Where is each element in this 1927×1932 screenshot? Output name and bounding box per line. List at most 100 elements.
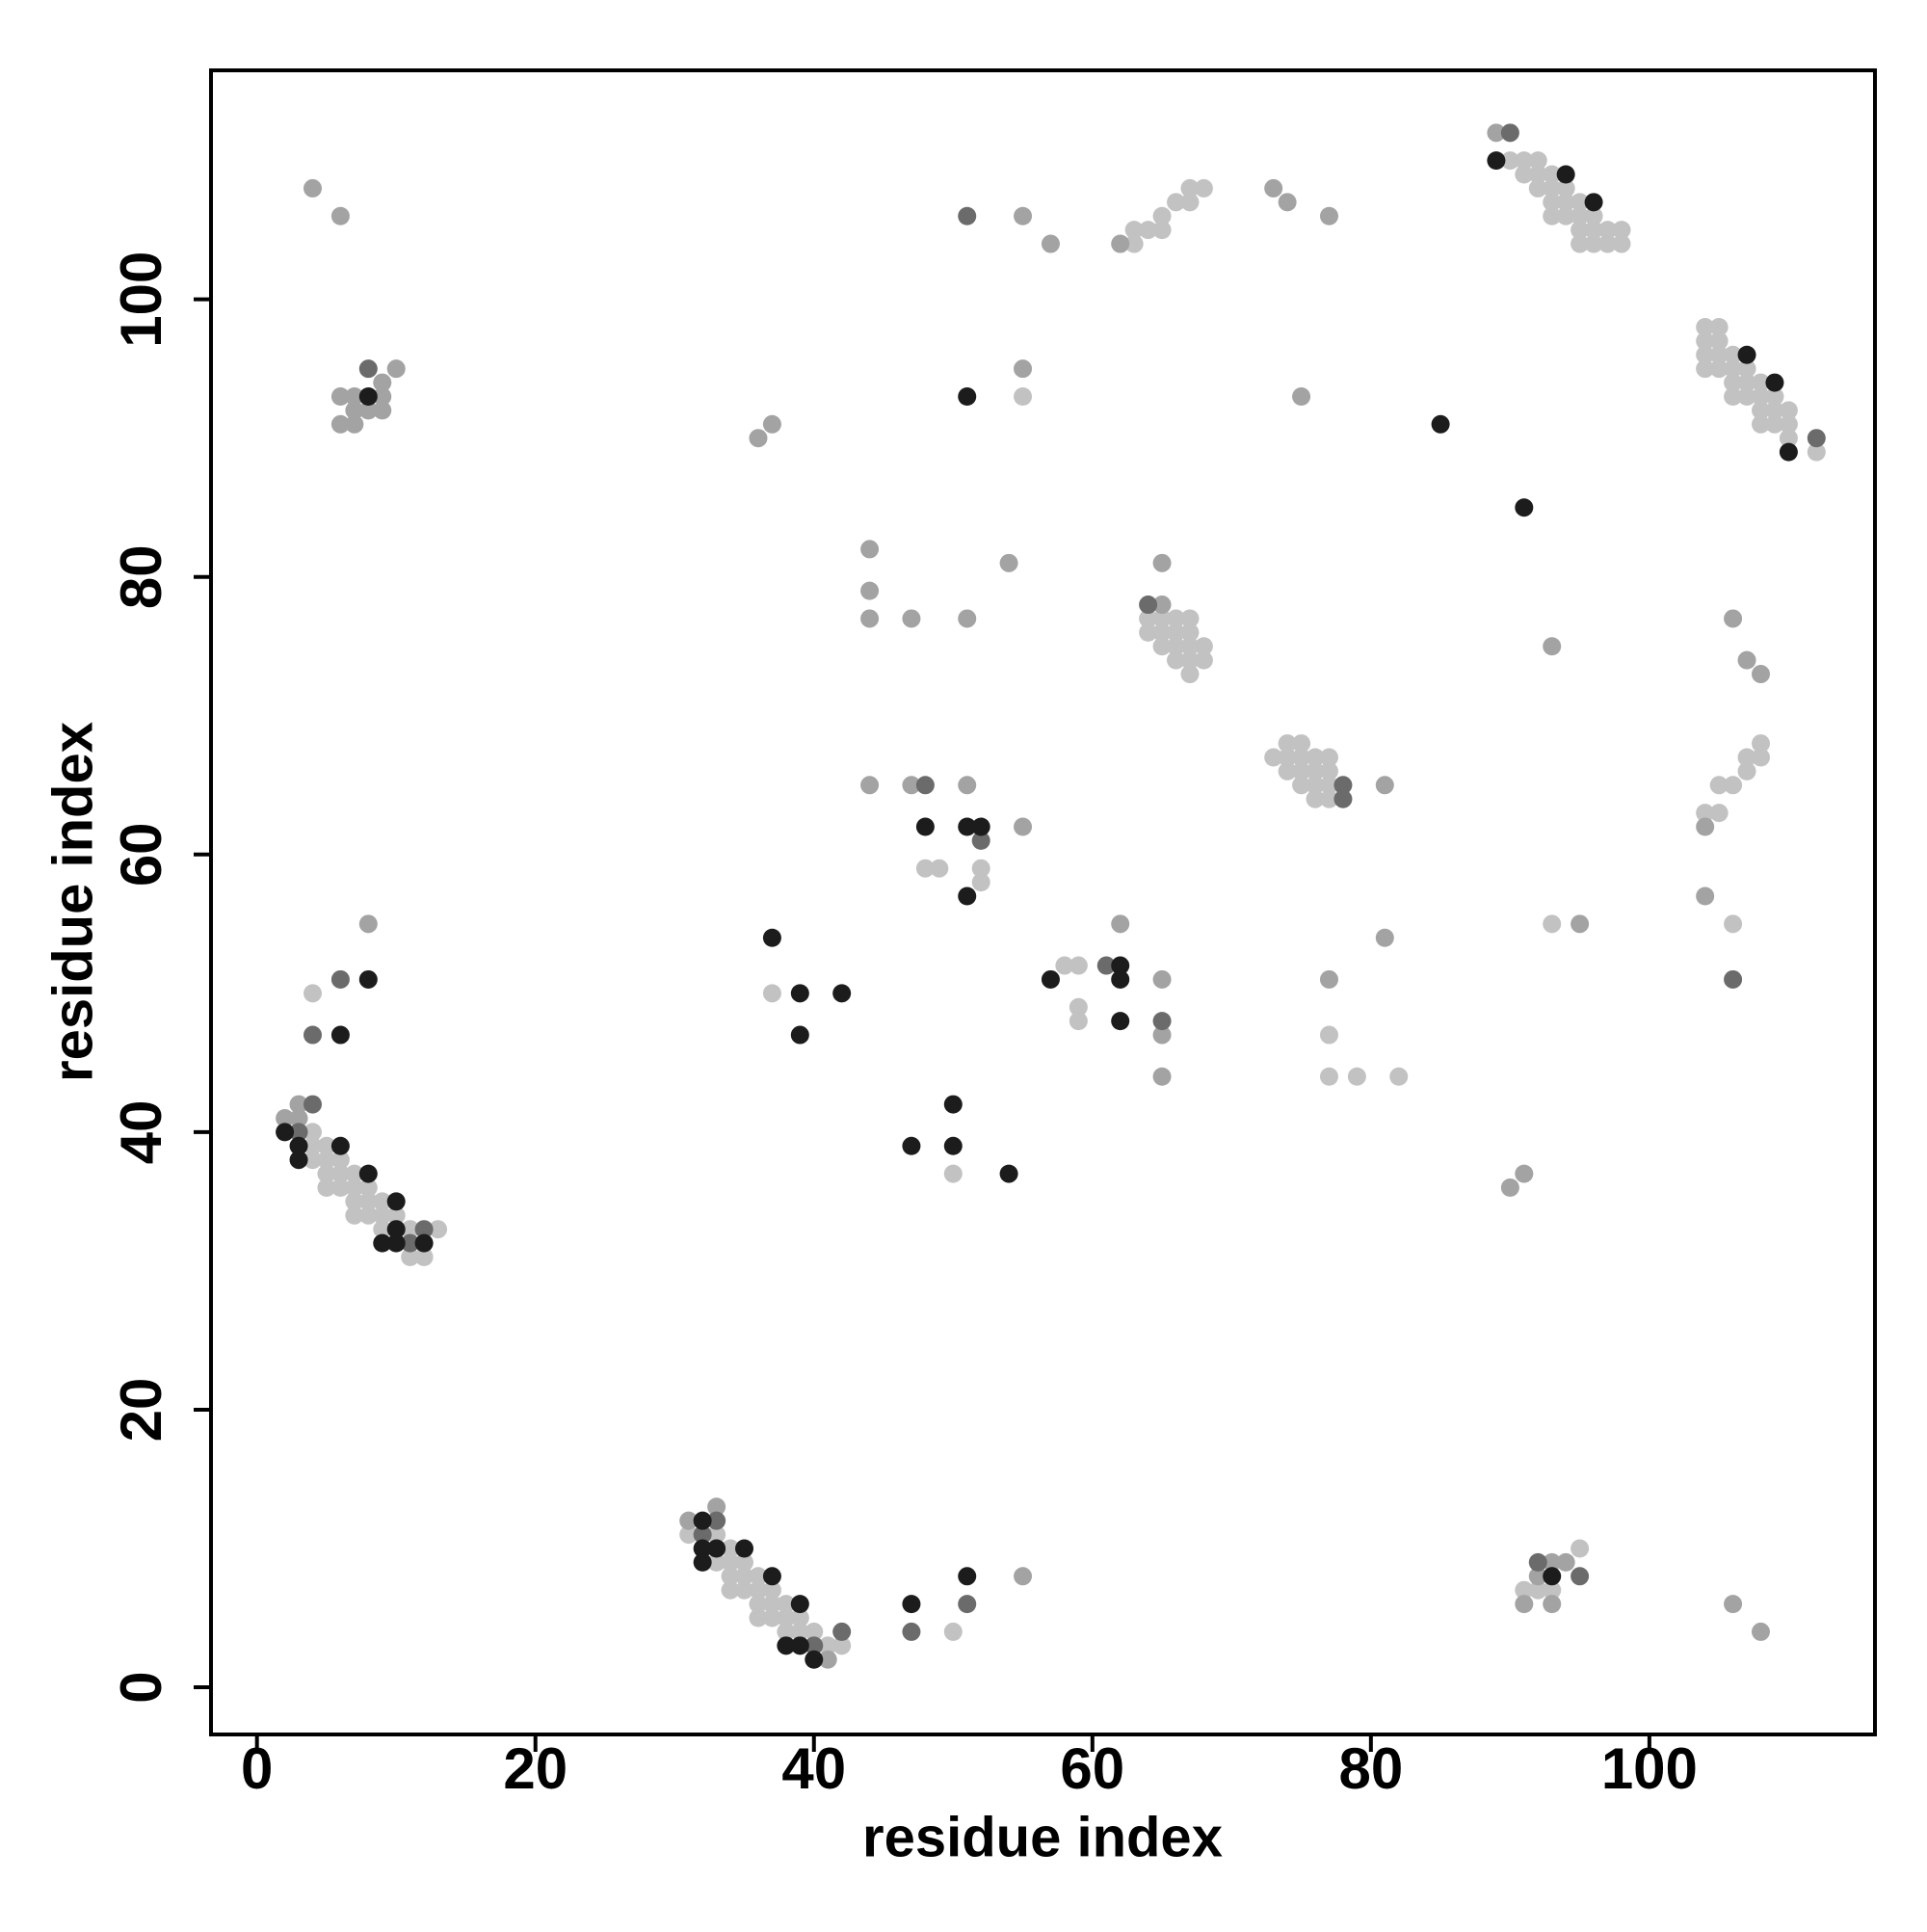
point bbox=[790, 1025, 809, 1045]
point bbox=[958, 206, 977, 225]
point bbox=[762, 414, 781, 434]
point bbox=[1571, 221, 1590, 240]
point bbox=[832, 1622, 852, 1641]
point bbox=[1696, 317, 1715, 336]
point bbox=[1528, 151, 1547, 171]
point bbox=[1111, 234, 1130, 253]
point bbox=[1306, 776, 1325, 795]
point bbox=[1737, 359, 1756, 379]
point bbox=[1571, 234, 1590, 253]
point bbox=[303, 984, 322, 1003]
point bbox=[1180, 650, 1200, 670]
point bbox=[303, 1095, 322, 1114]
point bbox=[777, 1595, 796, 1614]
y-tick-label: 40 bbox=[109, 1100, 173, 1165]
point bbox=[1431, 414, 1450, 434]
point bbox=[345, 401, 364, 420]
point bbox=[1543, 1595, 1562, 1614]
point bbox=[1556, 193, 1575, 212]
point bbox=[1807, 429, 1826, 448]
point bbox=[330, 206, 350, 225]
point bbox=[943, 1164, 963, 1183]
y-tick-label: 20 bbox=[109, 1378, 173, 1442]
point bbox=[1319, 1067, 1338, 1086]
point bbox=[1264, 748, 1283, 767]
point bbox=[1696, 359, 1715, 379]
point bbox=[1500, 123, 1519, 143]
point bbox=[1014, 386, 1033, 406]
point bbox=[1724, 914, 1743, 934]
point bbox=[818, 1636, 837, 1655]
point bbox=[1779, 414, 1798, 434]
point bbox=[958, 1567, 977, 1586]
point bbox=[1571, 206, 1590, 225]
point bbox=[303, 1025, 322, 1045]
point bbox=[721, 1552, 740, 1572]
point bbox=[1333, 776, 1353, 795]
point bbox=[958, 887, 977, 906]
point bbox=[943, 1622, 963, 1641]
point bbox=[735, 1580, 754, 1600]
point bbox=[1598, 234, 1618, 253]
point bbox=[693, 1525, 712, 1545]
point bbox=[1724, 373, 1743, 392]
point bbox=[1737, 386, 1756, 406]
point bbox=[1556, 206, 1575, 225]
point bbox=[1528, 1580, 1547, 1600]
point bbox=[345, 1178, 364, 1197]
point bbox=[1306, 789, 1325, 808]
point bbox=[317, 1164, 336, 1183]
point bbox=[902, 1136, 921, 1155]
point bbox=[1515, 1164, 1534, 1183]
point bbox=[1111, 1012, 1130, 1031]
point bbox=[1528, 1567, 1547, 1586]
point bbox=[1319, 969, 1338, 989]
point bbox=[1389, 1067, 1409, 1086]
point bbox=[358, 914, 378, 934]
point bbox=[289, 1095, 308, 1114]
point bbox=[1319, 761, 1338, 781]
point bbox=[762, 984, 781, 1003]
point bbox=[1319, 776, 1338, 795]
point bbox=[373, 1205, 392, 1225]
point bbox=[358, 401, 378, 420]
point bbox=[330, 1151, 350, 1170]
point bbox=[749, 1567, 768, 1586]
point bbox=[790, 1622, 809, 1641]
point bbox=[1751, 386, 1770, 406]
point bbox=[1696, 887, 1715, 906]
point bbox=[1543, 206, 1562, 225]
point bbox=[693, 1552, 712, 1572]
point bbox=[762, 1580, 781, 1600]
point bbox=[373, 386, 392, 406]
point bbox=[777, 1636, 796, 1655]
point bbox=[1124, 234, 1144, 253]
point bbox=[818, 1650, 837, 1669]
point bbox=[749, 1595, 768, 1614]
point bbox=[1152, 969, 1172, 989]
point bbox=[805, 1622, 824, 1641]
point bbox=[1319, 789, 1338, 808]
point bbox=[317, 1151, 336, 1170]
point bbox=[1500, 151, 1519, 171]
point bbox=[414, 1248, 434, 1267]
point bbox=[1292, 734, 1311, 754]
point bbox=[860, 776, 880, 795]
point bbox=[1765, 414, 1784, 434]
point bbox=[958, 1595, 977, 1614]
point bbox=[1571, 1567, 1590, 1586]
point bbox=[707, 1497, 726, 1517]
point bbox=[1194, 650, 1213, 670]
point bbox=[805, 1636, 824, 1655]
point bbox=[1584, 234, 1603, 253]
point bbox=[345, 1205, 364, 1225]
point bbox=[345, 1164, 364, 1183]
y-tick-label: 0 bbox=[109, 1671, 173, 1703]
point bbox=[373, 401, 392, 420]
point bbox=[1571, 914, 1590, 934]
point bbox=[707, 1552, 726, 1572]
point bbox=[1111, 969, 1130, 989]
point bbox=[1751, 414, 1770, 434]
point bbox=[1111, 914, 1130, 934]
